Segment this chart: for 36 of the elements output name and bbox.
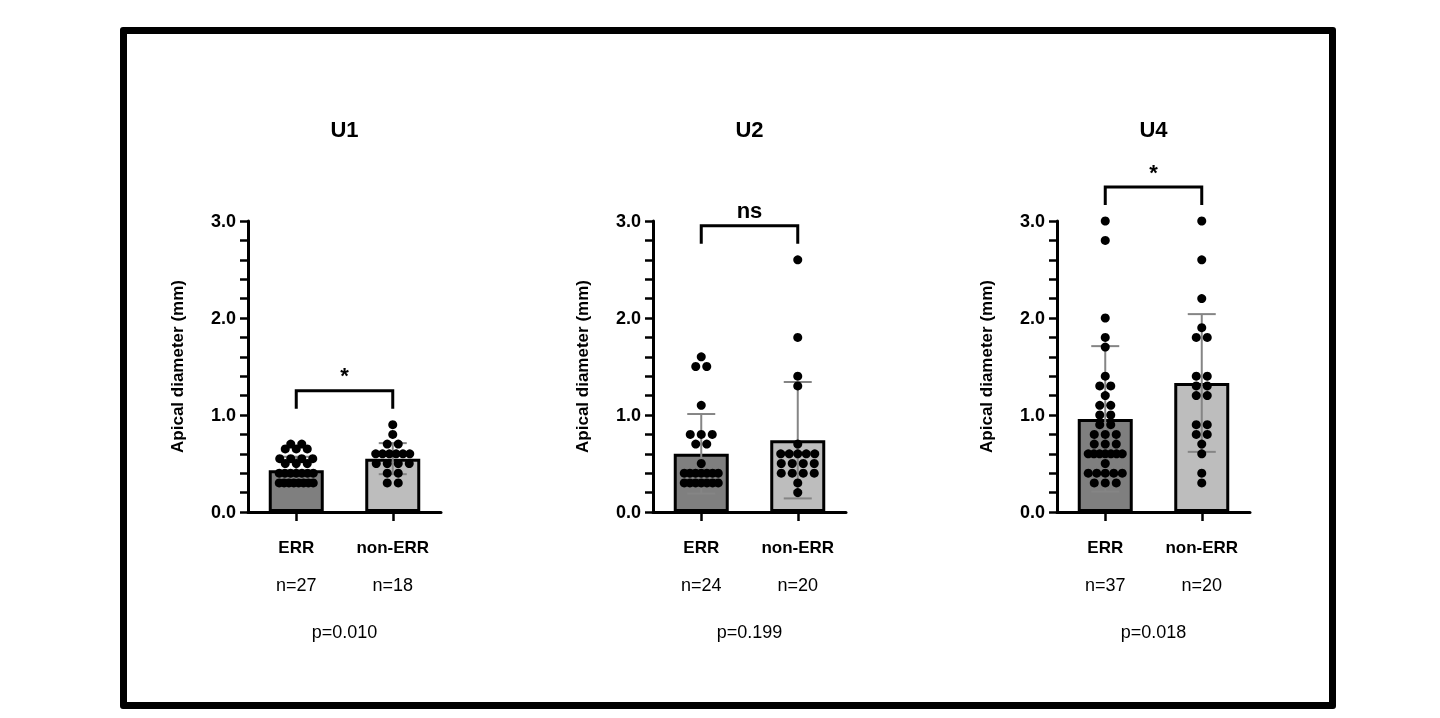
y-tick-label: 1.0 [210, 405, 236, 425]
text: p=0.010 [311, 622, 378, 642]
x-tick-label: ERR [278, 538, 315, 557]
text: n=37 [1084, 575, 1126, 595]
y-tick-label: 3.0 [1019, 211, 1045, 231]
y-tick-label: 1.0 [615, 405, 641, 425]
x-tick-label: non-ERR [1165, 538, 1239, 557]
annotation: * [340, 363, 350, 389]
chart-title: U1 [330, 116, 359, 142]
y-tick-label: 2.0 [1019, 308, 1045, 328]
y-axis-title: Apical diameter (mm) [977, 280, 996, 453]
y-tick-label: 3.0 [210, 211, 236, 231]
y-axis-title: Apical diameter (mm) [573, 280, 592, 453]
y-tick-label: 0.0 [210, 502, 236, 522]
annotation: ns [736, 198, 763, 224]
text: n=20 [1181, 575, 1223, 595]
text: n=18 [372, 575, 414, 595]
y-tick-label: 0.0 [1019, 502, 1045, 522]
y-tick-label: 0.0 [615, 502, 641, 522]
y-tick-label: 2.0 [615, 308, 641, 328]
text: n=20 [777, 575, 819, 595]
y-axis-title: Apical diameter (mm) [168, 280, 187, 453]
x-tick-label: non-ERR [356, 538, 430, 557]
chart-title: U2 [735, 116, 764, 142]
y-tick-label: 3.0 [615, 211, 641, 231]
x-tick-label: ERR [683, 538, 720, 557]
text: n=24 [680, 575, 722, 595]
text: n=27 [275, 575, 317, 595]
x-tick-label: ERR [1087, 538, 1124, 557]
text: p=0.018 [1120, 622, 1187, 642]
text: * [1149, 159, 1159, 185]
chart-title: U4 [1139, 116, 1169, 142]
x-tick-label: non-ERR [761, 538, 835, 557]
text: p=0.199 [716, 622, 783, 642]
y-tick-label: 1.0 [1019, 405, 1045, 425]
y-tick-label: 2.0 [210, 308, 236, 328]
